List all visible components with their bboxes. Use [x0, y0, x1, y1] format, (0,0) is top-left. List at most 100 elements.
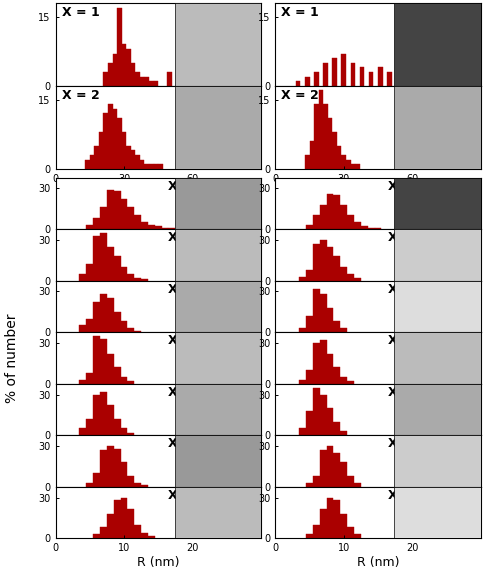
- Bar: [107, 247, 114, 281]
- Bar: [405, 72, 410, 86]
- Bar: [347, 381, 354, 384]
- Bar: [107, 514, 114, 538]
- Bar: [134, 215, 141, 229]
- Text: X = 10: X = 10: [388, 386, 435, 399]
- Bar: [296, 81, 300, 86]
- Bar: [175, 435, 261, 487]
- Bar: [320, 294, 327, 332]
- Text: X = 20: X = 20: [169, 489, 215, 502]
- Bar: [121, 321, 128, 332]
- Bar: [327, 354, 333, 384]
- Bar: [323, 104, 328, 169]
- Bar: [347, 215, 354, 229]
- Bar: [162, 228, 169, 229]
- Bar: [395, 487, 481, 538]
- Bar: [327, 498, 333, 538]
- Bar: [313, 244, 320, 281]
- Bar: [354, 222, 361, 229]
- Bar: [85, 159, 90, 169]
- Bar: [341, 462, 347, 487]
- Bar: [341, 514, 347, 538]
- Bar: [306, 534, 313, 538]
- Bar: [108, 104, 113, 169]
- Bar: [354, 278, 361, 281]
- Bar: [86, 482, 93, 487]
- Bar: [121, 267, 128, 281]
- Bar: [395, 281, 481, 332]
- Bar: [107, 406, 114, 435]
- Bar: [134, 278, 141, 281]
- Bar: [351, 164, 355, 169]
- Bar: [134, 482, 141, 487]
- Bar: [332, 58, 337, 86]
- Text: X = 1: X = 1: [282, 6, 319, 19]
- Bar: [93, 534, 100, 538]
- Bar: [395, 435, 481, 487]
- Bar: [327, 194, 333, 229]
- Bar: [306, 316, 313, 332]
- Bar: [323, 63, 328, 86]
- Bar: [128, 509, 134, 538]
- Bar: [121, 498, 128, 538]
- Bar: [306, 225, 313, 229]
- Bar: [128, 274, 134, 281]
- Bar: [144, 164, 149, 169]
- Bar: [333, 256, 341, 281]
- Bar: [154, 164, 158, 169]
- Bar: [347, 274, 354, 281]
- Bar: [175, 229, 261, 281]
- Bar: [114, 419, 121, 435]
- Bar: [351, 63, 355, 86]
- Bar: [299, 428, 306, 435]
- Bar: [134, 331, 141, 332]
- Bar: [169, 228, 175, 229]
- Bar: [327, 247, 333, 281]
- Bar: [333, 453, 341, 487]
- Bar: [327, 446, 333, 487]
- Bar: [320, 205, 327, 229]
- Bar: [148, 535, 155, 538]
- Bar: [395, 332, 481, 384]
- Bar: [424, 77, 428, 86]
- Bar: [128, 476, 134, 487]
- Bar: [90, 155, 94, 169]
- Bar: [141, 485, 148, 487]
- Bar: [100, 450, 107, 487]
- Text: % of number: % of number: [5, 313, 19, 403]
- Bar: [395, 86, 481, 169]
- Bar: [121, 377, 128, 384]
- Text: X = 3: X = 3: [169, 180, 206, 193]
- Bar: [460, 81, 465, 86]
- Bar: [114, 312, 121, 332]
- Bar: [175, 281, 261, 332]
- Bar: [128, 207, 134, 229]
- Bar: [320, 340, 327, 384]
- Bar: [341, 377, 347, 384]
- Bar: [369, 72, 373, 86]
- Bar: [100, 339, 107, 384]
- Bar: [175, 86, 261, 169]
- Bar: [107, 446, 114, 487]
- Bar: [108, 63, 113, 86]
- Bar: [327, 408, 333, 435]
- Bar: [100, 294, 107, 332]
- Text: X = 2: X = 2: [282, 89, 319, 102]
- Bar: [355, 164, 360, 169]
- Bar: [175, 178, 261, 229]
- Bar: [155, 226, 162, 229]
- Bar: [126, 49, 131, 86]
- Bar: [140, 77, 144, 86]
- Bar: [126, 146, 131, 169]
- Bar: [128, 381, 134, 384]
- Bar: [320, 509, 327, 538]
- Bar: [94, 146, 99, 169]
- Bar: [354, 534, 361, 538]
- Bar: [442, 81, 446, 86]
- Bar: [80, 274, 86, 281]
- Bar: [167, 72, 172, 86]
- Bar: [395, 3, 481, 86]
- Bar: [175, 332, 261, 384]
- Bar: [100, 207, 107, 229]
- Bar: [185, 77, 190, 86]
- Bar: [306, 411, 313, 435]
